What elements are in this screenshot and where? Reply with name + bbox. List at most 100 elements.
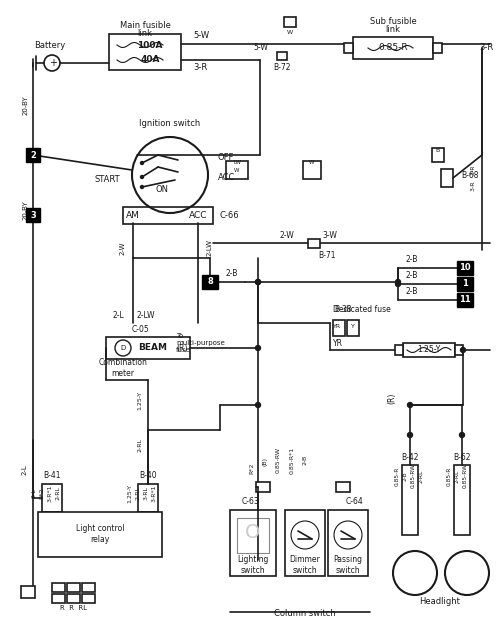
Text: Dimmer
switch: Dimmer switch — [290, 555, 320, 575]
Circle shape — [460, 348, 466, 353]
Text: C-64: C-64 — [346, 496, 364, 505]
Text: ACC: ACC — [218, 173, 236, 181]
Circle shape — [408, 433, 413, 437]
Bar — [353, 37, 433, 59]
Text: 100A: 100A — [137, 40, 163, 50]
Bar — [284, 17, 296, 27]
Text: 2-L: 2-L — [112, 311, 124, 319]
Bar — [256, 482, 270, 492]
Text: 3-RL: 3-RL — [143, 486, 148, 500]
Text: B-62: B-62 — [453, 452, 471, 462]
Text: Main fusible: Main fusible — [120, 21, 171, 30]
Text: 0.85-R: 0.85-R — [394, 466, 399, 486]
Bar — [109, 34, 181, 70]
Bar — [42, 484, 62, 512]
Bar — [457, 277, 473, 291]
Circle shape — [445, 551, 489, 595]
Text: W: W — [309, 159, 315, 164]
Text: 2-RL: 2-RL — [419, 469, 424, 483]
Text: Sub fusible: Sub fusible — [370, 18, 416, 26]
Text: 2-L: 2-L — [22, 465, 28, 476]
Text: 1: 1 — [462, 280, 468, 289]
Text: link: link — [137, 30, 152, 38]
Text: Lighting
switch: Lighting switch — [237, 555, 269, 575]
Text: Column switch: Column switch — [274, 609, 336, 619]
Bar — [402, 465, 418, 535]
Text: Headlight: Headlight — [420, 597, 460, 607]
Text: B-42: B-42 — [401, 452, 419, 462]
Bar — [52, 583, 65, 592]
Text: 3-R*1: 3-R*1 — [48, 484, 53, 501]
Bar — [441, 169, 453, 187]
Circle shape — [140, 161, 143, 164]
Text: B: B — [436, 147, 440, 152]
Text: YR: YR — [333, 323, 341, 328]
Text: B-38: B-38 — [334, 306, 352, 314]
Text: 0.85-R: 0.85-R — [446, 466, 451, 486]
Text: R*2: R*2 — [40, 488, 45, 499]
Text: B-68: B-68 — [461, 171, 479, 181]
Bar — [303, 161, 321, 179]
Text: 2-LW: 2-LW — [207, 239, 213, 256]
Bar — [67, 583, 80, 592]
Text: Battery: Battery — [34, 40, 65, 50]
Text: O: O — [246, 524, 261, 542]
Bar — [457, 293, 473, 307]
Text: D: D — [121, 345, 125, 351]
Text: Combination
meter: Combination meter — [99, 358, 147, 378]
Text: 2-L: 2-L — [32, 488, 37, 498]
Text: 2-B: 2-B — [303, 455, 308, 465]
Text: 1.25-Y: 1.25-Y — [137, 391, 142, 410]
Bar — [277, 52, 287, 60]
Text: ACC: ACC — [189, 210, 207, 219]
Bar — [344, 43, 353, 53]
Text: LW: LW — [233, 159, 241, 164]
Text: 0.85-RW: 0.85-RW — [411, 464, 416, 488]
Text: B-41: B-41 — [43, 471, 61, 481]
Text: W: W — [234, 168, 240, 173]
Text: 3-W: 3-W — [322, 231, 337, 239]
Text: C-05: C-05 — [131, 326, 149, 335]
Text: AM: AM — [126, 210, 140, 219]
Text: BEAM: BEAM — [138, 343, 168, 353]
Bar — [432, 148, 444, 162]
Bar — [226, 161, 248, 179]
Text: C-63: C-63 — [242, 496, 260, 505]
Bar — [308, 239, 320, 248]
Text: 20-BY: 20-BY — [23, 200, 29, 220]
Text: (R): (R) — [176, 343, 187, 353]
Circle shape — [140, 176, 143, 178]
Text: 2-B: 2-B — [406, 272, 418, 280]
Bar — [138, 484, 158, 512]
Text: W: W — [287, 30, 293, 35]
Bar — [336, 482, 350, 492]
Text: To
multi-purpose
fuse: To multi-purpose fuse — [176, 333, 225, 353]
Text: 2-B: 2-B — [406, 287, 418, 297]
Text: 5-W: 5-W — [193, 32, 209, 40]
Text: 0.85-R*1: 0.85-R*1 — [290, 447, 295, 474]
Bar — [26, 148, 40, 162]
Bar — [21, 586, 35, 598]
Bar — [457, 261, 473, 275]
Text: 2-LW: 2-LW — [137, 311, 155, 319]
Text: Ignition switch: Ignition switch — [139, 118, 200, 127]
Text: Y: Y — [351, 323, 355, 328]
Bar — [106, 337, 190, 359]
Text: 5-W: 5-W — [253, 43, 268, 52]
Text: 40A: 40A — [140, 55, 160, 64]
Text: Passing
switch: Passing switch — [333, 555, 363, 575]
Circle shape — [395, 282, 400, 287]
Bar — [202, 275, 218, 289]
Text: 0.85-R: 0.85-R — [378, 43, 408, 52]
Text: 20-BY: 20-BY — [23, 95, 29, 115]
Circle shape — [140, 185, 143, 188]
Bar — [52, 594, 65, 603]
Text: 11: 11 — [459, 295, 471, 304]
Text: 2-W: 2-W — [280, 231, 294, 239]
Bar — [433, 43, 442, 53]
Bar — [403, 343, 455, 357]
Text: +: + — [49, 58, 57, 68]
Circle shape — [255, 280, 260, 285]
Text: 1.25-Y: 1.25-Y — [127, 483, 132, 503]
Text: (B): (B) — [262, 457, 267, 466]
